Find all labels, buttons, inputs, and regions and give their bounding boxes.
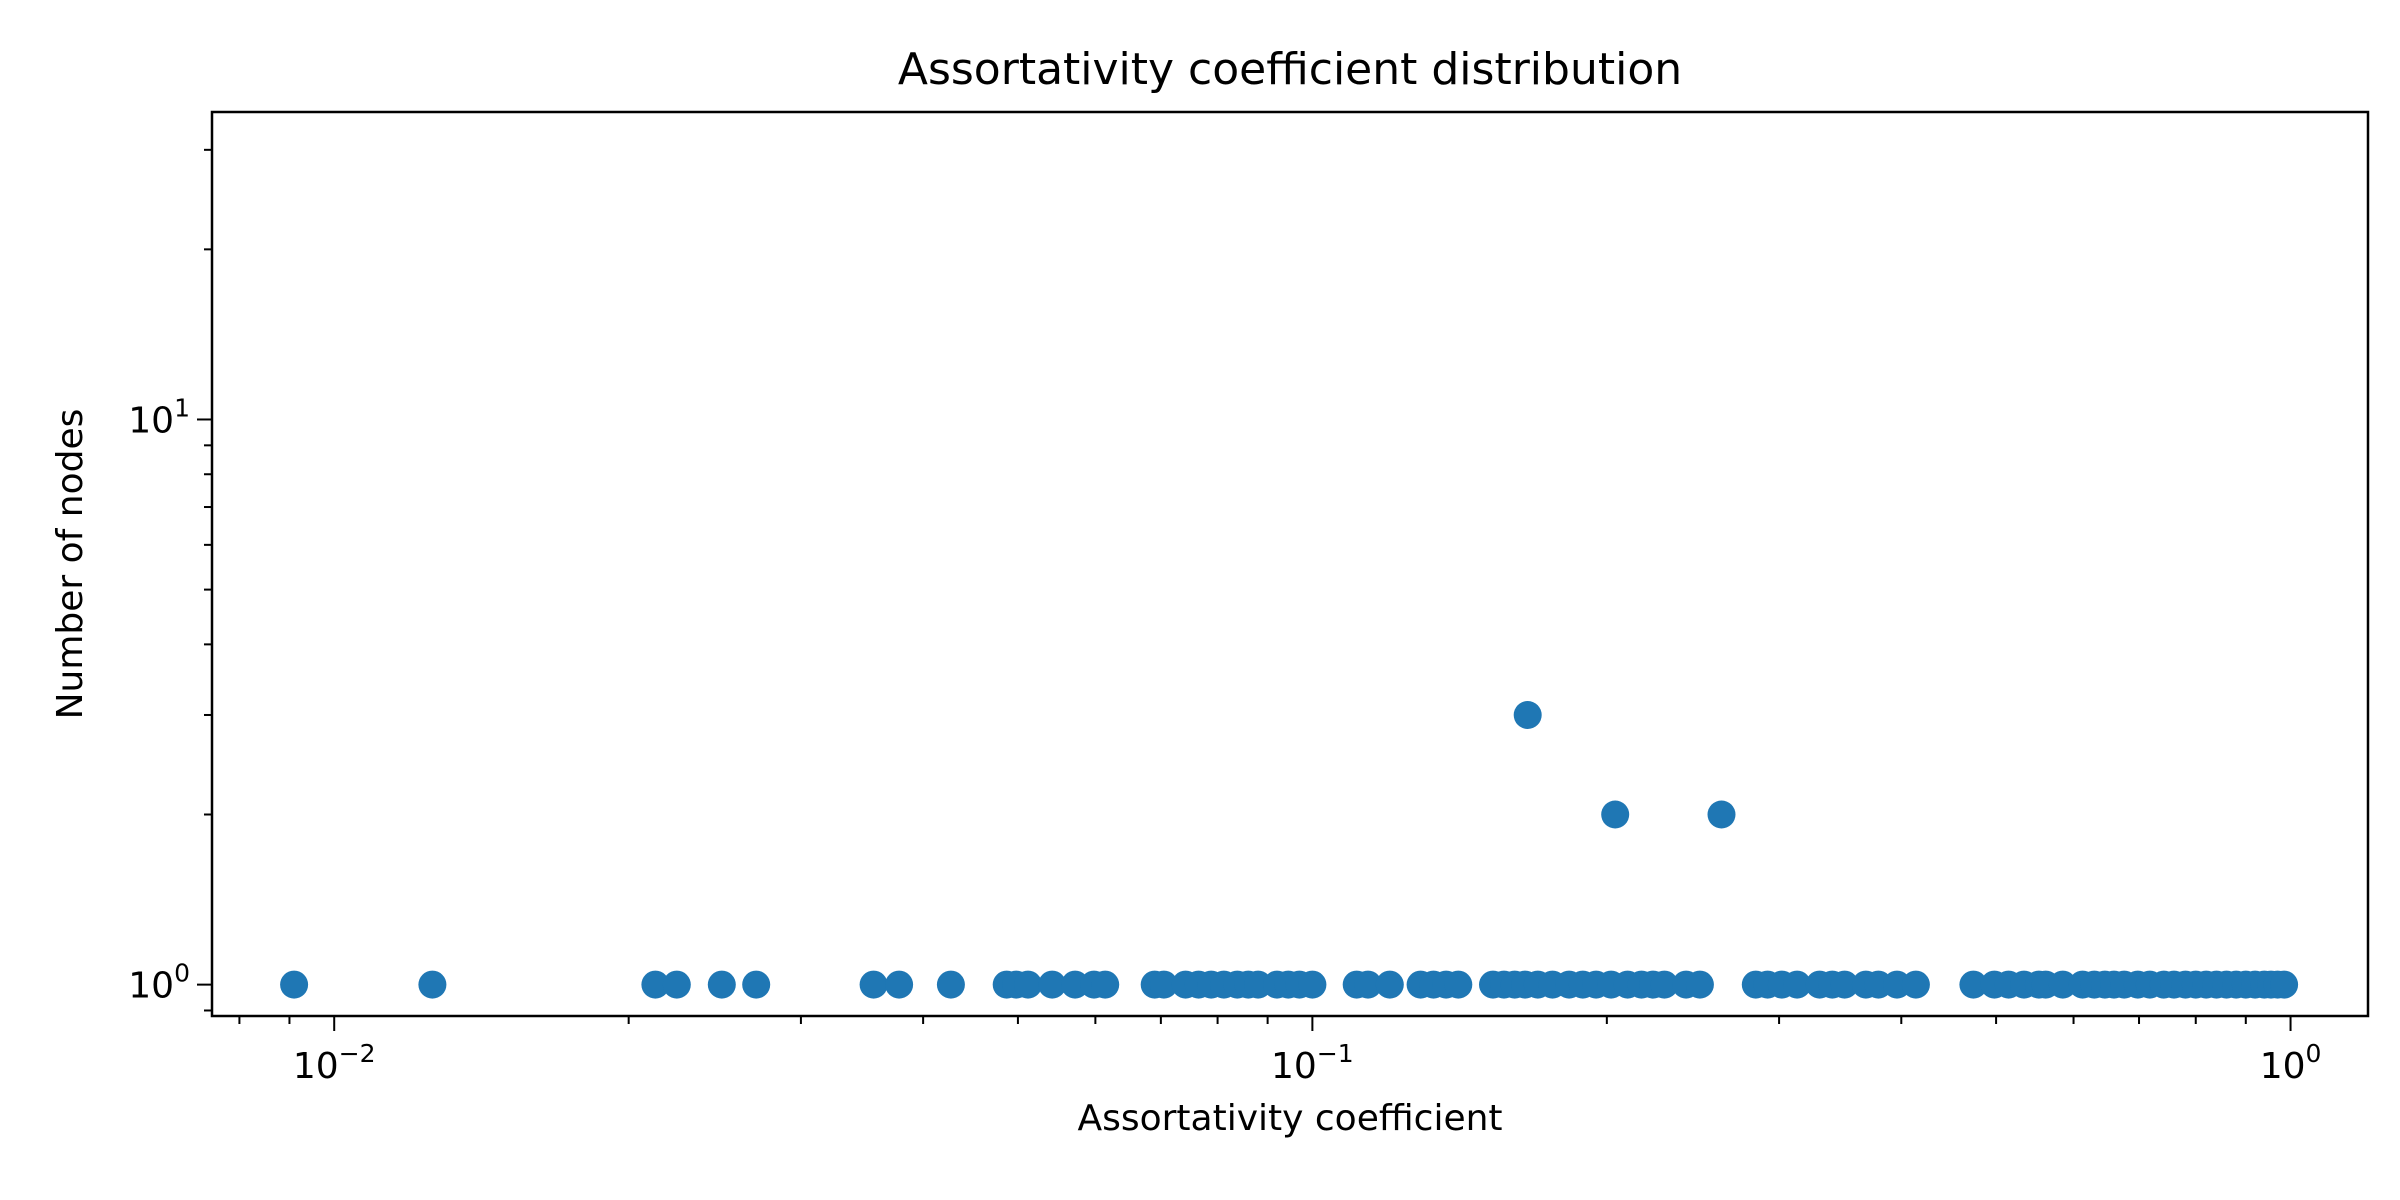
data-point [1685,970,1714,999]
plot-frame [210,110,2370,1018]
data-point [707,970,736,999]
data-point [1091,970,1120,999]
x-tick-label: 100 [2260,1039,2322,1087]
data-point [641,970,670,999]
data-point [1354,970,1382,999]
data-point [936,970,965,999]
x-tick-label: 10−2 [293,1039,376,1087]
data-point [1601,800,1630,829]
data-point [662,970,691,999]
data-point [1901,970,1930,999]
data-point [1375,970,1404,999]
data-point [742,970,771,999]
y-axis-ticks: 100 101 [128,148,212,1012]
x-axis-ticks: 10−2 10−1 100 [238,1016,2322,1087]
y-tick-label: 100 [128,959,190,1007]
data-point [280,970,309,999]
y-axis-label: Number of nodes [50,409,91,720]
chart-title: Assortativity coefficient distribution [898,44,1682,95]
data-point [1830,970,1859,999]
data-points [280,701,2299,999]
data-point [859,970,888,999]
data-point [418,970,447,999]
data-point [1513,701,1542,729]
data-point [1783,970,1812,999]
data-point [1149,970,1178,999]
x-tick-label: 10−1 [1271,1039,1354,1087]
y-tick-label: 101 [128,393,190,441]
data-point [1298,970,1327,999]
data-point [1014,970,1042,999]
data-point [1707,800,1736,829]
data-point [1959,970,1988,999]
x-axis-label: Assortativity coefficient [1077,1098,1502,1139]
data-point [885,970,914,999]
data-point [1038,970,1067,999]
data-point [1444,970,1473,999]
data-point [1650,970,1679,999]
data-point [2270,970,2299,999]
data-point [2048,970,2077,999]
